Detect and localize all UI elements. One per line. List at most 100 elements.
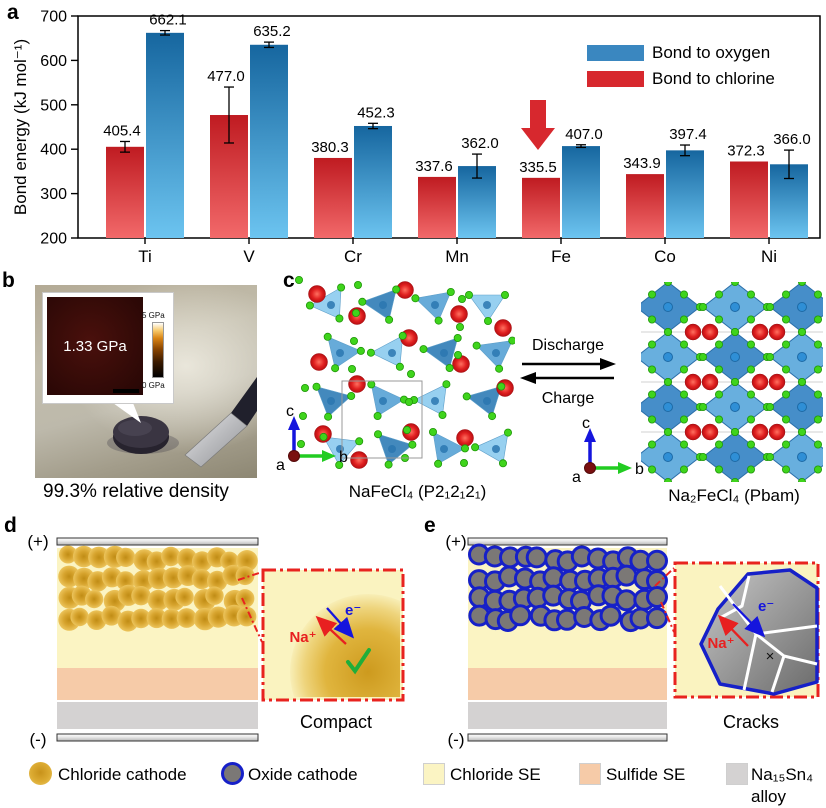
cracks-caption: Cracks: [723, 712, 779, 732]
chloride-particle: [59, 545, 77, 564]
electron-label: e⁻: [345, 602, 361, 619]
fecl6-octahedron: [769, 431, 823, 482]
bar-value-label: 397.4: [669, 126, 707, 143]
bond-energy-bar-chart: 200 300 400 500 600 700 Bond energy (kJ mol⁻¹)…: [11, 9, 821, 266]
oxide-particle: [646, 586, 668, 608]
bar-oxygen: [354, 125, 392, 238]
chloride-cathode-swatch-icon: [29, 762, 52, 785]
x-category-label: Ni: [761, 247, 777, 266]
fe-atom: [431, 397, 439, 405]
a-axis-label: a: [572, 469, 581, 486]
cl-atom: [374, 430, 383, 439]
cl-atom: [323, 332, 332, 341]
cl-atom: [680, 315, 689, 324]
cl-atom: [648, 415, 656, 424]
cl-atom: [434, 459, 443, 468]
cl-atom: [663, 378, 672, 387]
fe-atom: [663, 452, 673, 462]
chloride-particle: [175, 587, 194, 607]
cl-atom: [781, 390, 790, 399]
oxide-particle: [615, 589, 638, 612]
electron-label: e⁻: [758, 598, 774, 615]
chloride-particle: [235, 566, 255, 586]
cl-atom: [797, 378, 806, 387]
top-current-collector: [467, 537, 668, 546]
cl-atom: [731, 328, 740, 337]
cl-atom: [680, 290, 689, 299]
legend-label: Oxide cathode: [248, 765, 358, 784]
cl-atom: [297, 439, 305, 448]
positive-terminal-label: (+): [27, 532, 48, 551]
chloride-particle: [191, 569, 212, 590]
nafecl4-caption: NaFeCl₄ (P2₁2₁2₁): [348, 482, 487, 501]
inset-leader-line: [241, 597, 263, 643]
na-atom: [350, 451, 368, 469]
cl-atom: [300, 384, 309, 393]
cl-atom: [715, 390, 724, 399]
cl-atom: [453, 334, 462, 343]
cl-atom: [663, 427, 672, 436]
oxide-particle: [525, 546, 548, 569]
fe-atom: [492, 349, 500, 357]
fe-atom: [440, 445, 448, 453]
compact-caption: Compact: [300, 712, 372, 732]
cl-atom: [731, 282, 739, 286]
cl-atom: [648, 440, 656, 449]
cross-mark: ×: [766, 648, 775, 665]
nafecl4-structure: [295, 276, 515, 469]
cl-atom: [411, 294, 420, 303]
cl-atom: [366, 348, 375, 357]
na2fecl4-structure: [641, 282, 823, 482]
chloride-particle: [131, 586, 151, 606]
panel-e-label: e: [424, 514, 436, 537]
chloride-particle: [207, 570, 228, 592]
cl-atom: [731, 427, 740, 436]
bar-value-label: 343.9: [623, 155, 661, 172]
legend-label: Chloride cathode: [58, 765, 187, 784]
na-atom: [684, 373, 702, 391]
fe-atom: [663, 352, 673, 362]
cl-atom: [680, 465, 689, 474]
cl-atom: [495, 364, 504, 373]
cl-atom: [398, 331, 407, 340]
bar-chlorine: [626, 174, 664, 238]
na-ion-label: Na⁺: [707, 635, 734, 652]
cl-atom: [731, 378, 740, 387]
cl-atom: [324, 412, 333, 421]
fe-atom: [797, 402, 807, 412]
bar-value-label: 335.5: [519, 159, 557, 176]
cl-atom: [472, 341, 481, 350]
cl-atom: [508, 336, 515, 345]
cl-atom: [680, 340, 689, 349]
chloride-particle: [70, 607, 89, 627]
fe-atom: [730, 452, 740, 462]
negative-terminal-label: (-): [30, 730, 47, 749]
b-axis-arrowhead-icon: [618, 462, 632, 474]
colorbar-min-label: 0 GPa: [142, 381, 165, 390]
pellet-top-face: [113, 416, 169, 448]
a-axis-origin-dot: [288, 450, 300, 462]
x-category-label: Cr: [344, 247, 362, 266]
cl-atom: [648, 290, 656, 299]
chloride-particle: [236, 550, 258, 572]
cl-atom: [352, 309, 361, 318]
oxide-particle: [646, 607, 668, 630]
na-atom: [751, 373, 769, 391]
inset-leader-line: [660, 601, 675, 633]
electron-arrow: [732, 603, 766, 638]
cl-atom: [813, 340, 822, 349]
cl-atom: [798, 478, 806, 482]
na15sn4-alloy-layer: [468, 702, 667, 729]
legend-swatch-icon: [587, 71, 644, 87]
bar-oxygen: [250, 44, 288, 239]
cl-atom: [350, 337, 359, 346]
cl-atom: [335, 314, 344, 323]
cl-atom: [680, 415, 689, 424]
cl-atom: [408, 440, 417, 449]
scale-bar: [113, 389, 139, 393]
cl-atom: [355, 437, 364, 446]
cl-atom: [299, 411, 307, 420]
fe-atom: [388, 445, 396, 453]
cl-atom: [405, 398, 414, 407]
panel-c-label: c: [283, 269, 295, 292]
